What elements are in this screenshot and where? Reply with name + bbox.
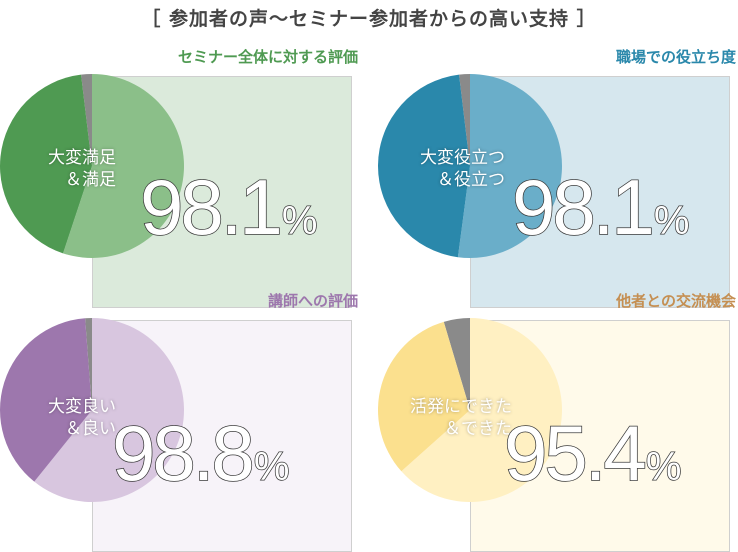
pie-label-line-1: 大変良い xyxy=(48,397,116,417)
chart-title: 講師への評価 xyxy=(267,292,358,310)
pie-slice-2 xyxy=(85,318,92,410)
percentage-unit: % xyxy=(653,199,690,243)
percentage-unit: % xyxy=(281,199,318,243)
pie-slice-2 xyxy=(443,318,470,410)
chart-workplace-usefulness: 職場での役立ち度 大変役立つ ＆役立つ 98.1% xyxy=(378,46,738,308)
pie-chart xyxy=(378,74,563,258)
pie-label-line-1: 活発にできた xyxy=(410,397,512,417)
pie-label: 大変満足 ＆満足 xyxy=(48,147,116,191)
percentage-value: 98.1% xyxy=(511,167,690,247)
pie-slice-0 xyxy=(0,74,92,254)
pie-label: 大変良い ＆良い xyxy=(48,396,116,440)
page-title: ［ 参加者の声～セミナー参加者からの高い支持 ］ xyxy=(141,8,597,30)
percentage-unit: % xyxy=(253,445,290,489)
percentage-value: 95.4% xyxy=(503,413,682,493)
chart-instructor-evaluation: 講師への評価 大変良い ＆良い 98.8% xyxy=(0,290,360,552)
pie-slice-0 xyxy=(378,74,470,258)
pie-label: 活発にできた ＆できた xyxy=(410,396,512,440)
pie-slice-0 xyxy=(378,321,470,472)
percentage-number: 98.1 xyxy=(511,163,655,251)
pie-label-line-2: ＆役立つ xyxy=(437,170,505,190)
pie-label-line-2: ＆できた xyxy=(444,419,512,439)
chart-title: 他者との交流機会 xyxy=(616,292,736,310)
pie-slice-1 xyxy=(457,74,563,258)
pie-label-line-1: 大変役立つ xyxy=(420,148,505,168)
percentage-value: 98.1% xyxy=(139,167,318,247)
pie-chart xyxy=(0,318,184,502)
pie-slice-0 xyxy=(0,318,92,482)
pie-label-line-2: ＆満足 xyxy=(65,170,116,190)
percentage-value: 98.8% xyxy=(111,413,290,493)
pie-slice-1 xyxy=(63,74,184,258)
chart-overall-evaluation: セミナー全体に対する評価 大変満足 ＆満足 98.1% xyxy=(0,46,360,308)
chart-title: 職場での役立ち度 xyxy=(615,48,736,66)
pie-slice-2 xyxy=(81,74,92,166)
percentage-number: 98.8 xyxy=(111,409,255,497)
pie-label-line-2: ＆良い xyxy=(65,419,116,439)
pie-slice-1 xyxy=(34,318,184,502)
pie-chart xyxy=(378,318,562,502)
pie-label: 大変役立つ ＆役立つ xyxy=(420,147,505,191)
pie-slice-1 xyxy=(401,318,562,502)
percentage-unit: % xyxy=(645,445,682,489)
pie-label-line-1: 大変満足 xyxy=(48,148,116,168)
chart-title: セミナー全体に対する評価 xyxy=(177,48,358,66)
pie-chart xyxy=(0,74,184,258)
chart-networking-opportunity: 他者との交流機会 活発にできた ＆できた 95.4% xyxy=(378,290,738,552)
pie-slice-2 xyxy=(459,74,470,166)
percentage-number: 98.1 xyxy=(139,163,283,251)
percentage-number: 95.4 xyxy=(503,409,647,497)
